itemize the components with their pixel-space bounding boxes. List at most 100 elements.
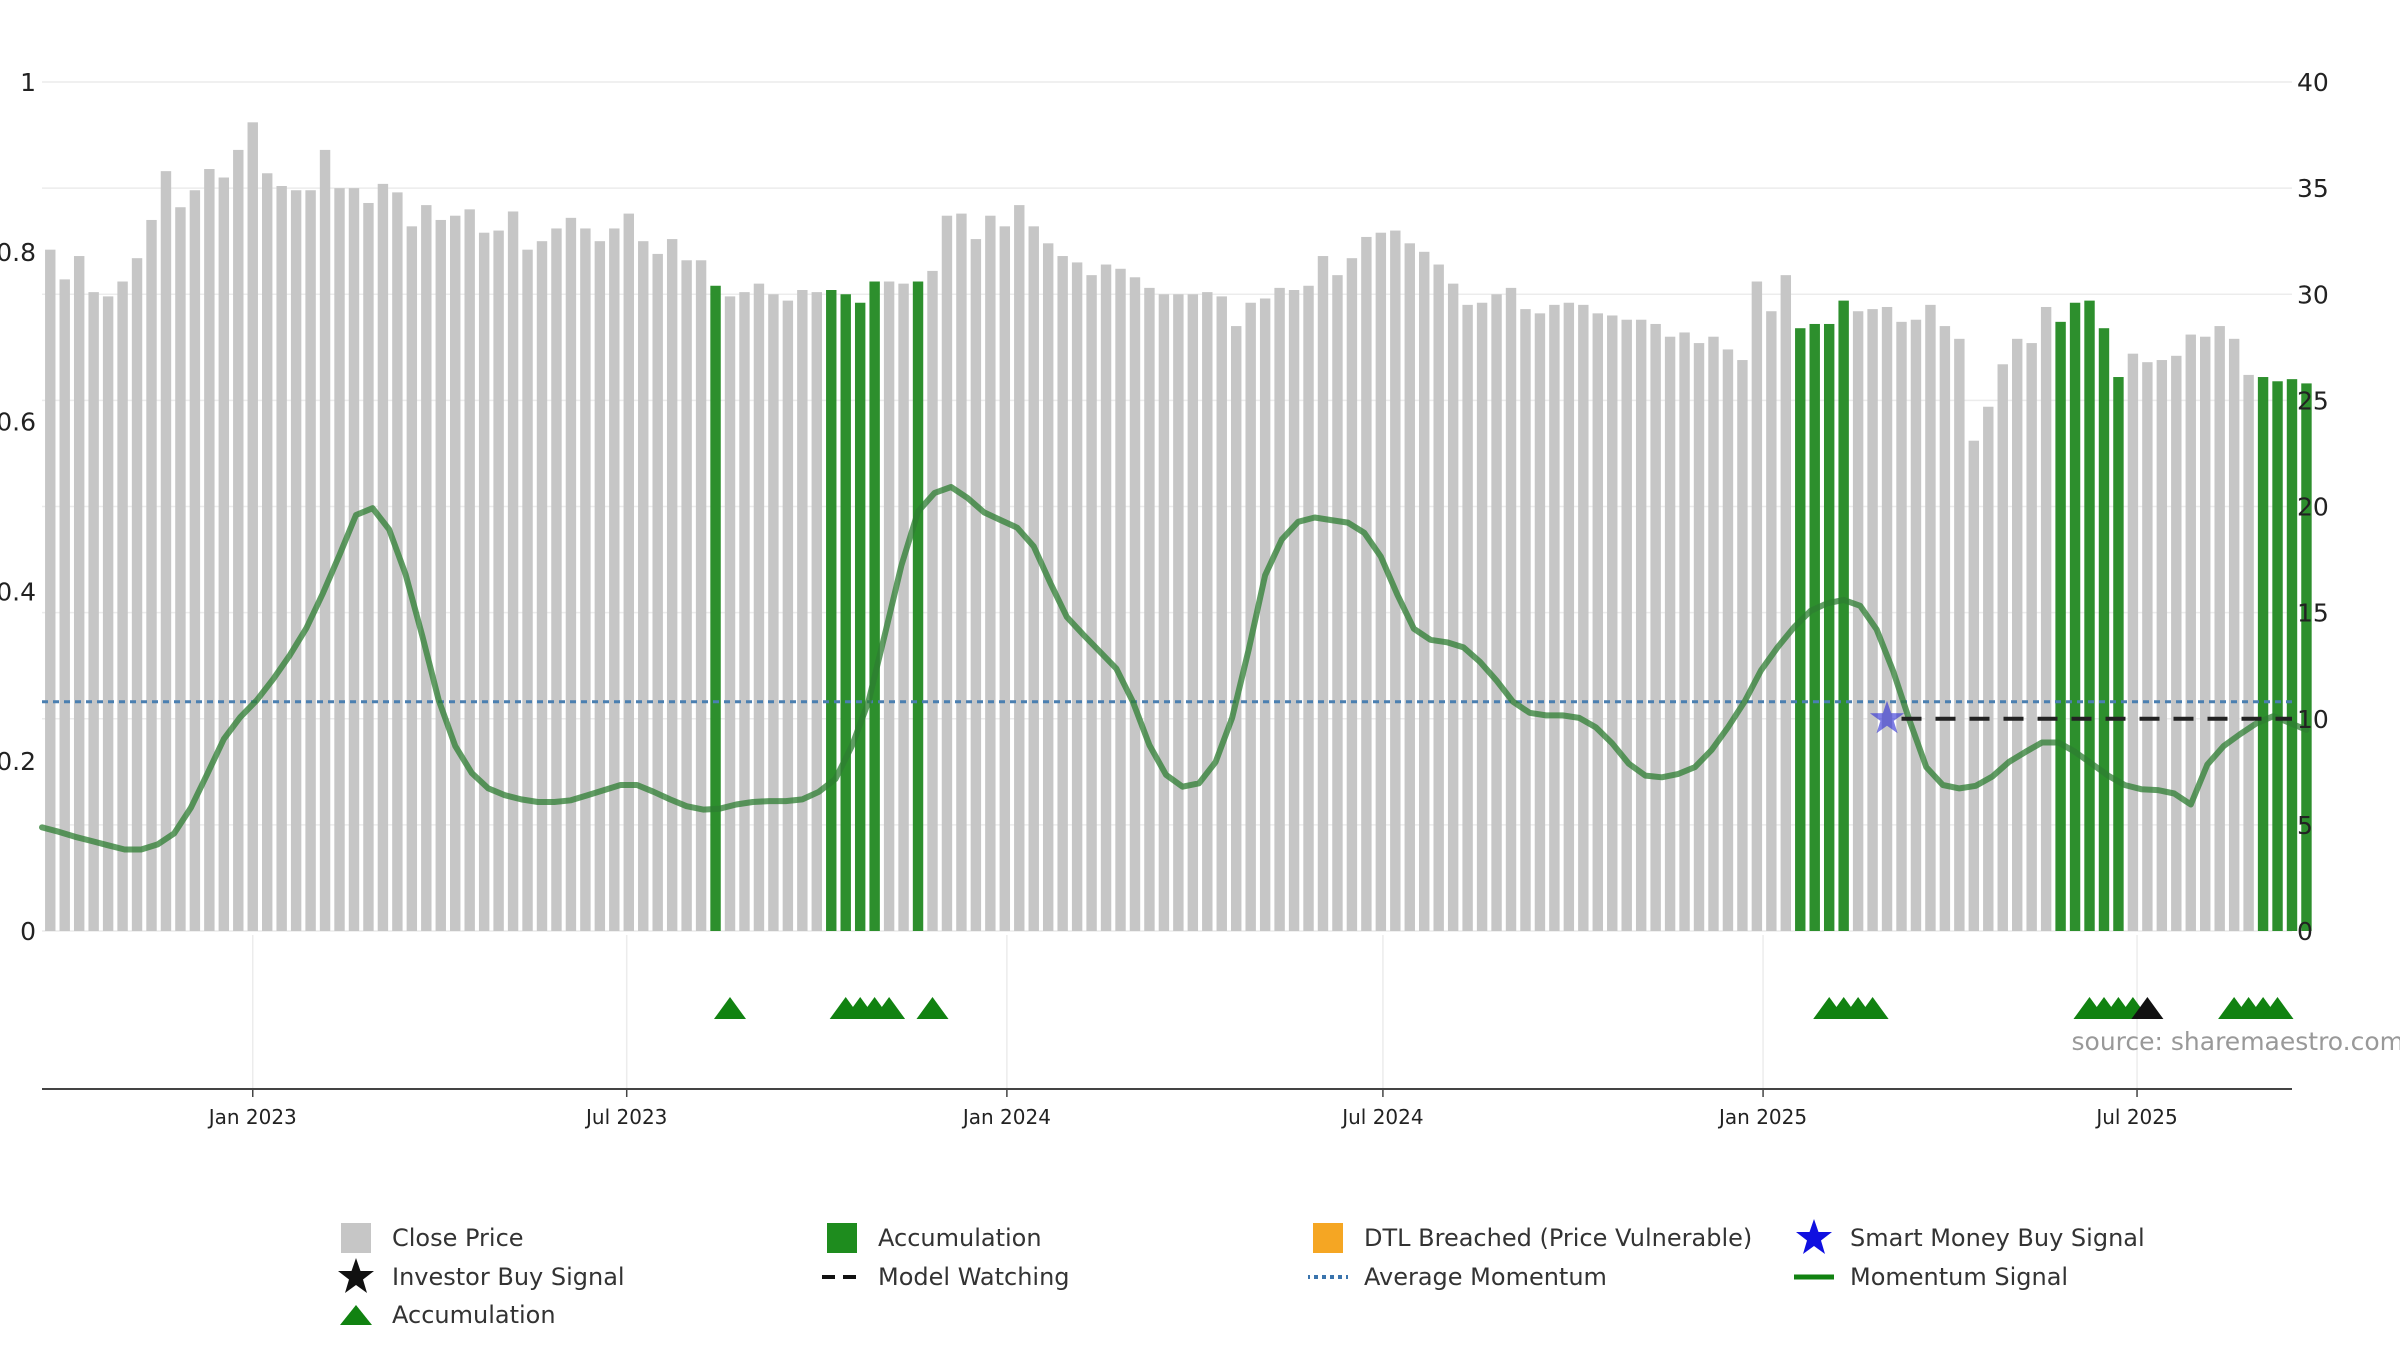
x-axis: Jan 2023 Jul 2023 Jan 2024 Jul 2024 Jan 2025… [207, 1089, 2178, 1129]
price-bar [493, 230, 504, 931]
accumulation-bar [2055, 321, 2066, 931]
price-bar [1664, 336, 1676, 931]
price-bar [536, 241, 548, 931]
price-bar [1086, 275, 1097, 932]
price-bar [2214, 326, 2225, 931]
signal-markers [714, 997, 2294, 1019]
price-bar [1910, 319, 1922, 932]
price-bar [2012, 338, 2023, 931]
price-bar [666, 239, 678, 931]
price-bar [1361, 236, 1372, 931]
price-bar [2156, 360, 2168, 931]
price-bar [464, 209, 475, 932]
price-bar [2243, 374, 2254, 931]
right-axis-tick-label: 40 [2297, 68, 2329, 97]
price-bar [1737, 360, 1748, 931]
accumulation-bar [2286, 379, 2298, 931]
price-bar [160, 171, 172, 931]
price-bar [956, 213, 967, 932]
accumulation-bar [912, 281, 924, 931]
price-bar [1896, 321, 1907, 931]
price-bar [652, 253, 663, 932]
price-bar [1288, 290, 1300, 931]
price-bar [2026, 343, 2037, 931]
price-bar [218, 177, 230, 931]
price-bar [233, 149, 244, 932]
price-bar [1100, 264, 1112, 931]
accumulation-triangle-marker [714, 997, 746, 1019]
right-axis: 0 5 10 15 20 25 30 35 40 [2297, 68, 2329, 946]
price-bar [1042, 243, 1054, 931]
price-bar [204, 169, 215, 931]
price-bar [146, 219, 157, 931]
price-bar [1925, 304, 1936, 931]
price-bar [1505, 287, 1517, 931]
price-bar [985, 215, 996, 931]
price-bar [1534, 313, 1546, 931]
accumulation-triangle-marker [916, 997, 949, 1019]
right-axis-tick-label: 0 [2297, 917, 2313, 946]
price-bar [1881, 306, 1893, 931]
price-bar [319, 149, 331, 932]
price-bars [45, 122, 2312, 932]
price-bar [1491, 294, 1502, 931]
price-bar [1447, 283, 1459, 931]
price-bar [1621, 319, 1632, 932]
left-axis-tick-label: 0.2 [0, 747, 36, 776]
price-bar [551, 228, 562, 931]
price-bar [1303, 285, 1314, 931]
right-axis-tick-label: 10 [2297, 705, 2329, 734]
price-bar [1722, 349, 1734, 931]
price-bar [2127, 353, 2139, 931]
price-bar [1014, 205, 1025, 932]
accumulation-bar [1838, 300, 1849, 931]
price-bar [1968, 440, 1980, 931]
price-bar [1115, 268, 1126, 931]
price-bar [1476, 302, 1488, 931]
price-bar [1390, 230, 1401, 931]
x-axis-tick-label: Jan 2023 [207, 1105, 297, 1129]
price-bar [1780, 275, 1792, 932]
smart-money-buy-star [1869, 700, 1905, 734]
price-bar [811, 292, 822, 931]
accumulation-triangle-marker [873, 997, 906, 1019]
price-bar [2185, 334, 2196, 931]
price-bar [175, 207, 186, 932]
left-axis-tick-label: 1 [20, 68, 36, 97]
price-bar [1520, 309, 1531, 931]
price-bar [1057, 256, 1068, 931]
price-bar [1766, 311, 1777, 932]
price-bar [1852, 311, 1864, 932]
price-bar [1751, 281, 1763, 931]
accumulation-triangle-marker [1856, 997, 1889, 1019]
accumulation-bar [2272, 381, 2283, 932]
left-axis: 0 0.2 0.4 0.6 0.8 1 [0, 68, 36, 946]
accumulation-bar [2113, 377, 2124, 932]
price-bar [1462, 304, 1473, 931]
price-bar [363, 202, 374, 932]
price-bar [276, 186, 287, 931]
right-axis-tick-label: 20 [2297, 493, 2329, 522]
price-bar [2142, 362, 2153, 931]
accumulation-bar [2098, 328, 2110, 932]
price-bar [189, 190, 201, 931]
price-bar [681, 260, 692, 931]
price-bar [117, 281, 128, 931]
left-axis-tick-label: 0.8 [0, 238, 36, 267]
price-bar [2040, 306, 2052, 931]
price-bar [970, 239, 982, 931]
price-bar [2228, 338, 2240, 931]
price-bar [941, 215, 953, 931]
accumulation-bar [2301, 383, 2312, 931]
right-axis-tick-label: 15 [2297, 599, 2329, 628]
accumulation-triangle-marker [2261, 997, 2294, 1019]
price-bar [421, 205, 432, 932]
left-axis-tick-label: 0.6 [0, 408, 36, 437]
price-bar [565, 217, 577, 932]
price-bar [348, 188, 360, 931]
accumulation-bar [710, 285, 721, 931]
price-bar [1679, 332, 1690, 932]
source-text: source: sharemaestro.com [2072, 1027, 2400, 1056]
price-bar [1274, 287, 1285, 931]
